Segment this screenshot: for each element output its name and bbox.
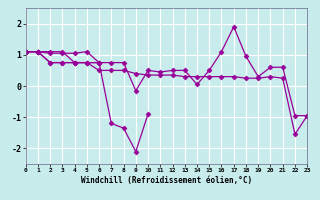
X-axis label: Windchill (Refroidissement éolien,°C): Windchill (Refroidissement éolien,°C)	[81, 176, 252, 185]
